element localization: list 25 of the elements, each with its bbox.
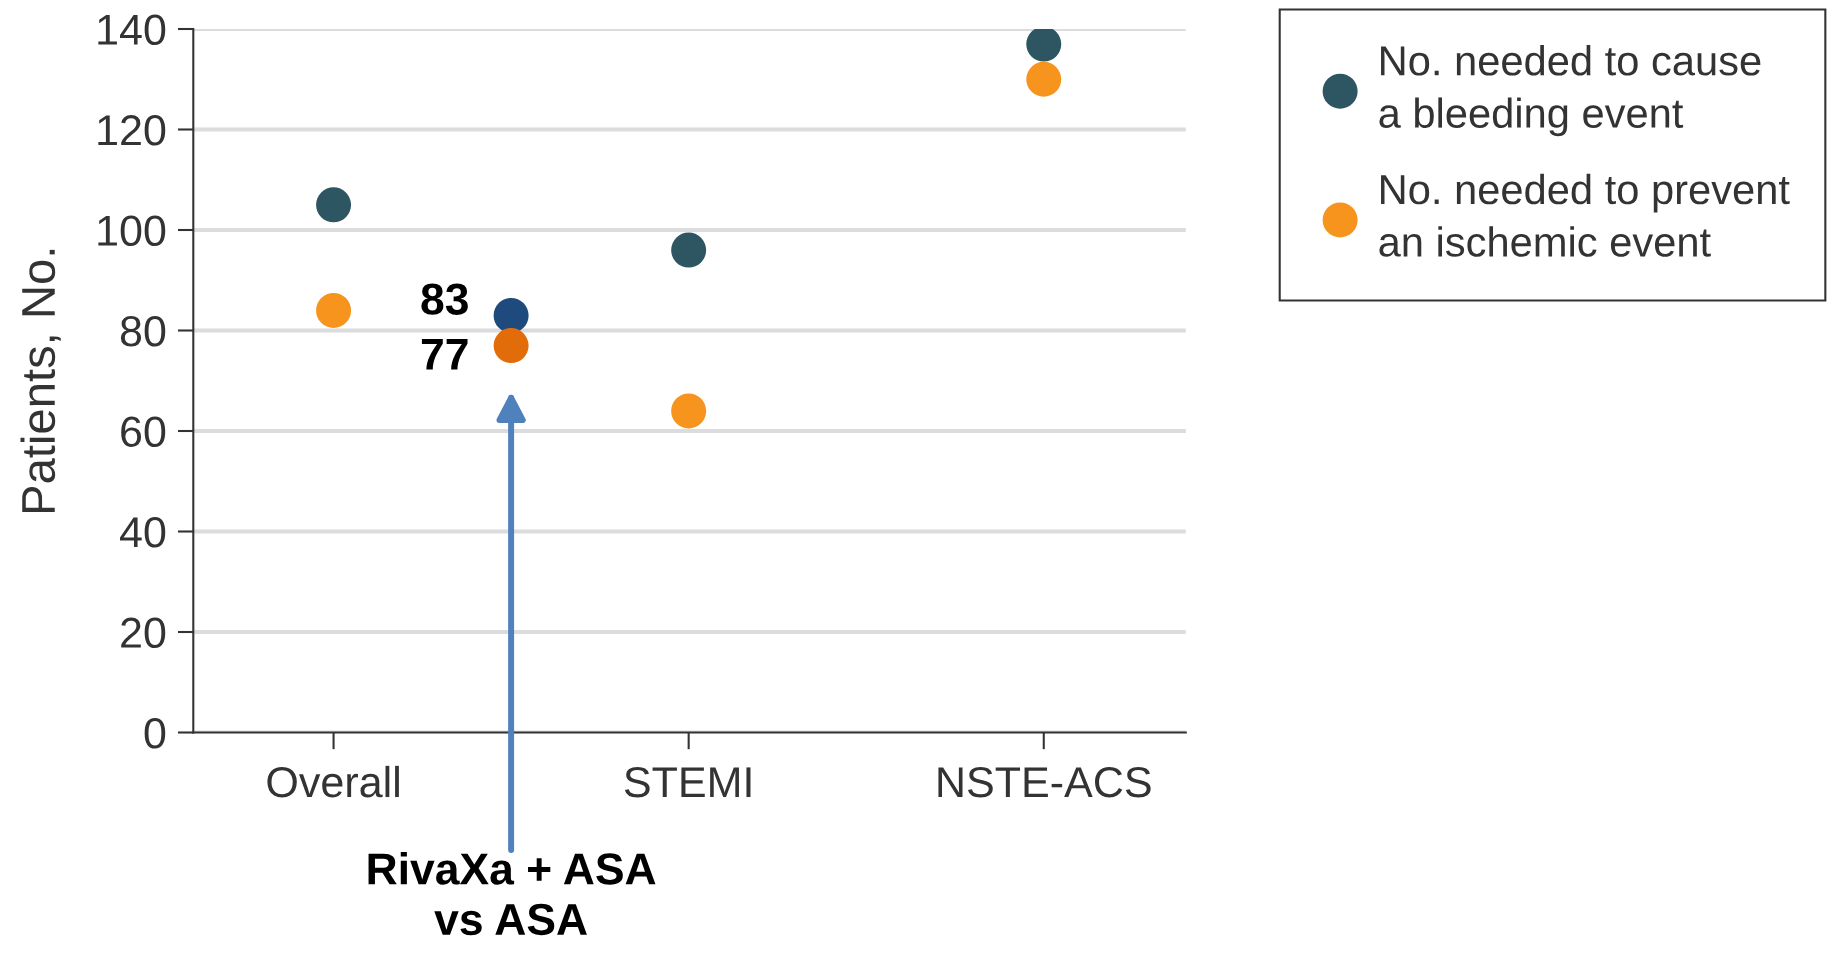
point: [316, 292, 352, 328]
y-tick-label: 120: [98, 115, 166, 146]
text: RivaXa + ASA vs ASA: [368, 852, 656, 936]
point: [493, 328, 529, 364]
data-label: 83: [421, 283, 468, 315]
x-tick-label: STEMI: [624, 766, 751, 798]
point: [671, 393, 707, 429]
legend-label: No. needed to cause a bleeding event: [1379, 45, 1761, 137]
point: [1026, 61, 1062, 97]
legend-label: No. needed to prevent an ischemic event: [1379, 173, 1790, 257]
y-axis-title: Patients, No.: [20, 249, 61, 513]
x-tick-label: Overall: [267, 765, 399, 798]
point: [671, 232, 707, 268]
y-tick-label: 40: [120, 517, 166, 548]
y-tick-label: 0: [144, 718, 166, 749]
y-tick-label: 20: [121, 617, 166, 649]
x-tick-label: NSTE-ACS: [938, 766, 1151, 798]
point: [1026, 29, 1062, 62]
point: [493, 297, 529, 333]
y-tick-label: 80: [120, 316, 166, 347]
data-label: 77: [421, 338, 468, 370]
y-tick-label: 100: [98, 215, 166, 247]
y-tick-label: 140: [98, 14, 166, 46]
y-tick-label: 60: [121, 416, 166, 448]
point: [316, 187, 352, 223]
